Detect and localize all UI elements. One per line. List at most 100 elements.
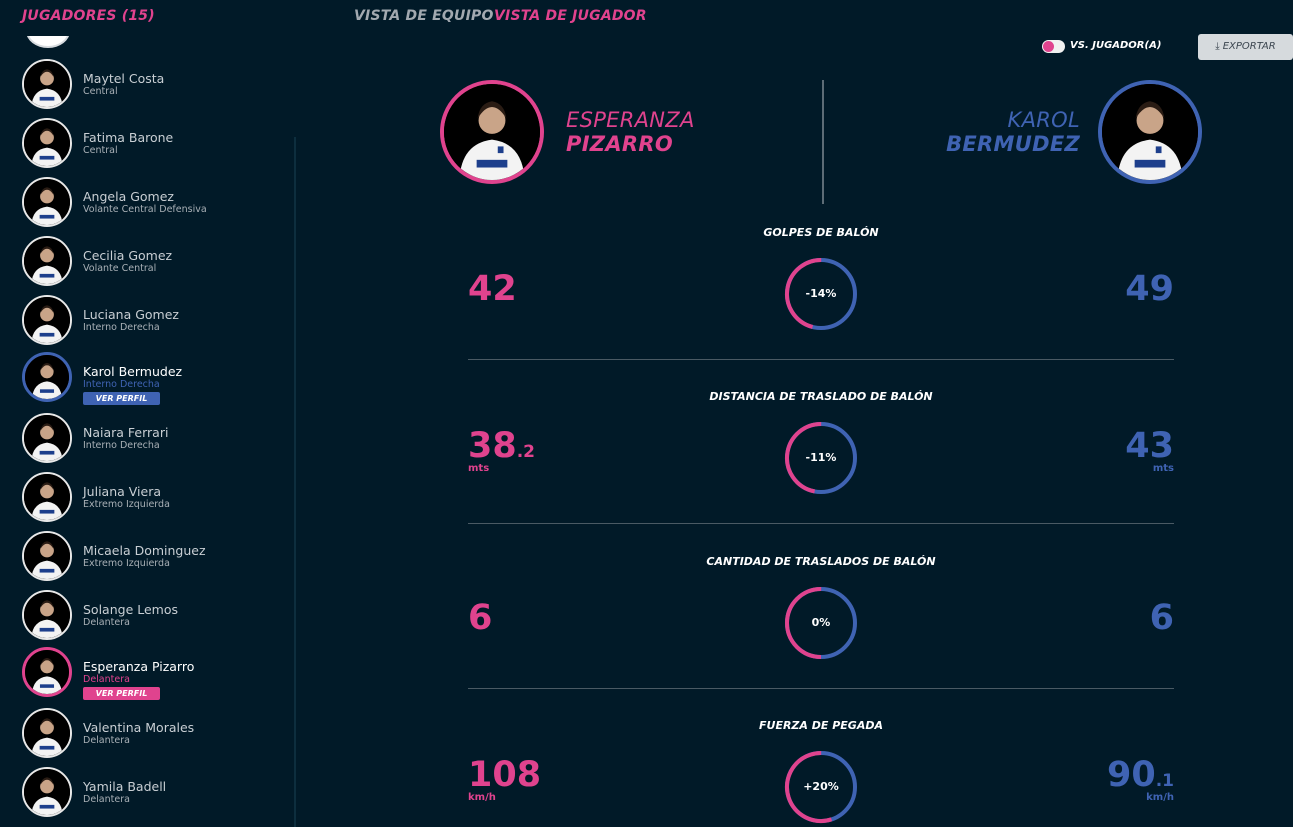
player-name: Cecilia Gomez	[83, 248, 173, 263]
value-int: 38	[468, 426, 517, 466]
player-avatar	[22, 767, 72, 817]
player-position: Interno Derecha	[83, 322, 160, 333]
metric-value-right: 49	[1125, 271, 1174, 313]
value-dec: .1	[1155, 771, 1174, 791]
right-player-last-name: BERMUDEZ	[946, 132, 1080, 156]
value-int: 42	[468, 269, 517, 309]
player-name: Luciana Gomez	[83, 307, 179, 322]
player-item-angela-gomez[interactable]: Angela Gomez Volante Central Defensiva	[22, 177, 292, 231]
value-int: 6	[468, 598, 493, 638]
player-photo-right	[1098, 80, 1202, 184]
player-position: Central	[83, 145, 118, 156]
donut-diff-label: -11%	[805, 451, 837, 464]
player-position: Interno Derecha	[83, 379, 160, 390]
player-name: Esperanza Pizarro	[83, 659, 195, 674]
sidebar-scrollbar[interactable]	[294, 137, 296, 827]
metric-unit-left: mts	[468, 463, 490, 474]
player-avatar	[22, 647, 72, 697]
player-item-micaela-dominguez[interactable]: Micaela Dominguez Extremo Izquierda	[22, 531, 292, 585]
player-item-juliana-viera[interactable]: Juliana Viera Extremo Izquierda	[22, 472, 292, 526]
player-name: Yamila Badell	[83, 779, 167, 794]
vs-player-label: VS. JUGADOR(A)	[1070, 40, 1162, 51]
comparison-donut: 0%	[783, 585, 859, 661]
metric-value-right: 43	[1125, 428, 1174, 470]
player-item-karol-bermudez[interactable]: Karol Bermudez Interno Derecha VER PERFI…	[22, 352, 292, 406]
player-name: Naiara Ferrari	[83, 425, 169, 440]
view-profile-button[interactable]: VER PERFIL	[83, 392, 160, 405]
export-button[interactable]: ⤓ EXPORTAR	[1198, 34, 1293, 60]
player-position: Volante Central	[83, 263, 157, 274]
player-position: Delantera	[83, 794, 130, 805]
metric-value-left: 38.2	[468, 428, 535, 470]
metric-title: DISTANCIA DE TRASLADO DE BALÓN	[709, 390, 933, 403]
donut-diff-label: -14%	[805, 287, 837, 300]
metric-value-left: 6	[468, 600, 492, 642]
value-int: 6	[1149, 598, 1174, 638]
value-int: 43	[1125, 426, 1174, 466]
player-item-naiara-ferrari[interactable]: Naiara Ferrari Interno Derecha	[22, 413, 292, 467]
value-dec: .2	[516, 442, 536, 462]
player-photo-left	[440, 80, 544, 184]
player-avatar	[22, 118, 72, 168]
player-position: Delantera	[83, 617, 130, 628]
metric-divider	[468, 688, 1174, 689]
avatar	[26, 36, 70, 48]
metric-value-right: 90.1	[1107, 757, 1174, 799]
metric-title: GOLPES DE BALÓN	[763, 226, 879, 239]
donut-diff-label: +20%	[803, 780, 839, 793]
player-name: Valentina Morales	[83, 720, 195, 735]
metric-unit-right: km/h	[1146, 792, 1174, 803]
player-avatar	[22, 590, 72, 640]
player-position: Delantera	[83, 735, 130, 746]
tab-player-view[interactable]: VISTA DE JUGADOR	[494, 8, 647, 24]
players-sidebar[interactable]: Maytel Costa Central Fatima Barone Centr…	[0, 36, 295, 827]
comparison-donut: -14%	[783, 256, 859, 332]
player-name: Fatima Barone	[83, 130, 174, 145]
player-name: Karol Bermudez	[83, 364, 183, 379]
export-label: EXPORTAR	[1222, 41, 1276, 52]
player-item-esperanza-pizarro[interactable]: Esperanza Pizarro Delantera VER PERFIL	[22, 647, 292, 701]
player-name: Solange Lemos	[83, 602, 179, 617]
donut-segment-left	[785, 422, 857, 494]
right-player-first-name: KAROL	[1007, 108, 1080, 132]
metric-value-right: 6	[1150, 600, 1174, 642]
tab-team-view[interactable]: VISTA DE EQUIPO	[354, 8, 494, 24]
compare-divider	[822, 80, 824, 204]
player-position: Delantera	[83, 674, 130, 685]
download-icon: ⤓	[1215, 41, 1220, 52]
player-item-solange-lemos[interactable]: Solange Lemos Delantera	[22, 590, 292, 644]
player-item-cecilia-gomez[interactable]: Cecilia Gomez Volante Central	[22, 236, 292, 290]
player-avatar	[22, 352, 72, 402]
player-avatar	[22, 413, 72, 463]
player-avatar	[22, 531, 72, 581]
vs-player-toggle[interactable]	[1042, 40, 1065, 53]
player-name: Maytel Costa	[83, 71, 165, 86]
player-position: Extremo Izquierda	[83, 558, 170, 569]
player-name: Micaela Dominguez	[83, 543, 206, 558]
player-position: Extremo Izquierda	[83, 499, 170, 510]
metric-divider	[468, 359, 1174, 360]
player-item-yamila-badell[interactable]: Yamila Badell Delantera	[22, 767, 292, 821]
value-int: 108	[468, 755, 542, 795]
player-item-luciana-gomez[interactable]: Luciana Gomez Interno Derecha	[22, 295, 292, 349]
metric-value-left: 108	[468, 757, 541, 799]
player-position: Interno Derecha	[83, 440, 160, 451]
metric-unit-right: mts	[1152, 463, 1174, 474]
player-avatar	[22, 177, 72, 227]
player-avatar	[22, 472, 72, 522]
metric-value-left: 42	[468, 271, 517, 313]
view-profile-button[interactable]: VER PERFIL	[83, 687, 160, 700]
player-item-fatima-barone[interactable]: Fatima Barone Central	[22, 118, 292, 172]
comparison-donut: -11%	[783, 420, 859, 496]
players-title: JUGADORES (15)	[22, 8, 155, 24]
metric-title: FUERZA DE PEGADA	[759, 719, 883, 732]
donut-diff-label: 0%	[811, 616, 831, 629]
player-position: Central	[83, 86, 118, 97]
toggle-knob	[1043, 41, 1054, 52]
comparison-donut: +20%	[783, 749, 859, 825]
value-int: 49	[1125, 269, 1174, 309]
left-player-last-name: PIZARRO	[566, 132, 673, 156]
player-name: Juliana Viera	[83, 484, 162, 499]
player-item-valentina-morales[interactable]: Valentina Morales Delantera	[22, 708, 292, 762]
player-item-maytel-costa[interactable]: Maytel Costa Central	[22, 59, 292, 113]
